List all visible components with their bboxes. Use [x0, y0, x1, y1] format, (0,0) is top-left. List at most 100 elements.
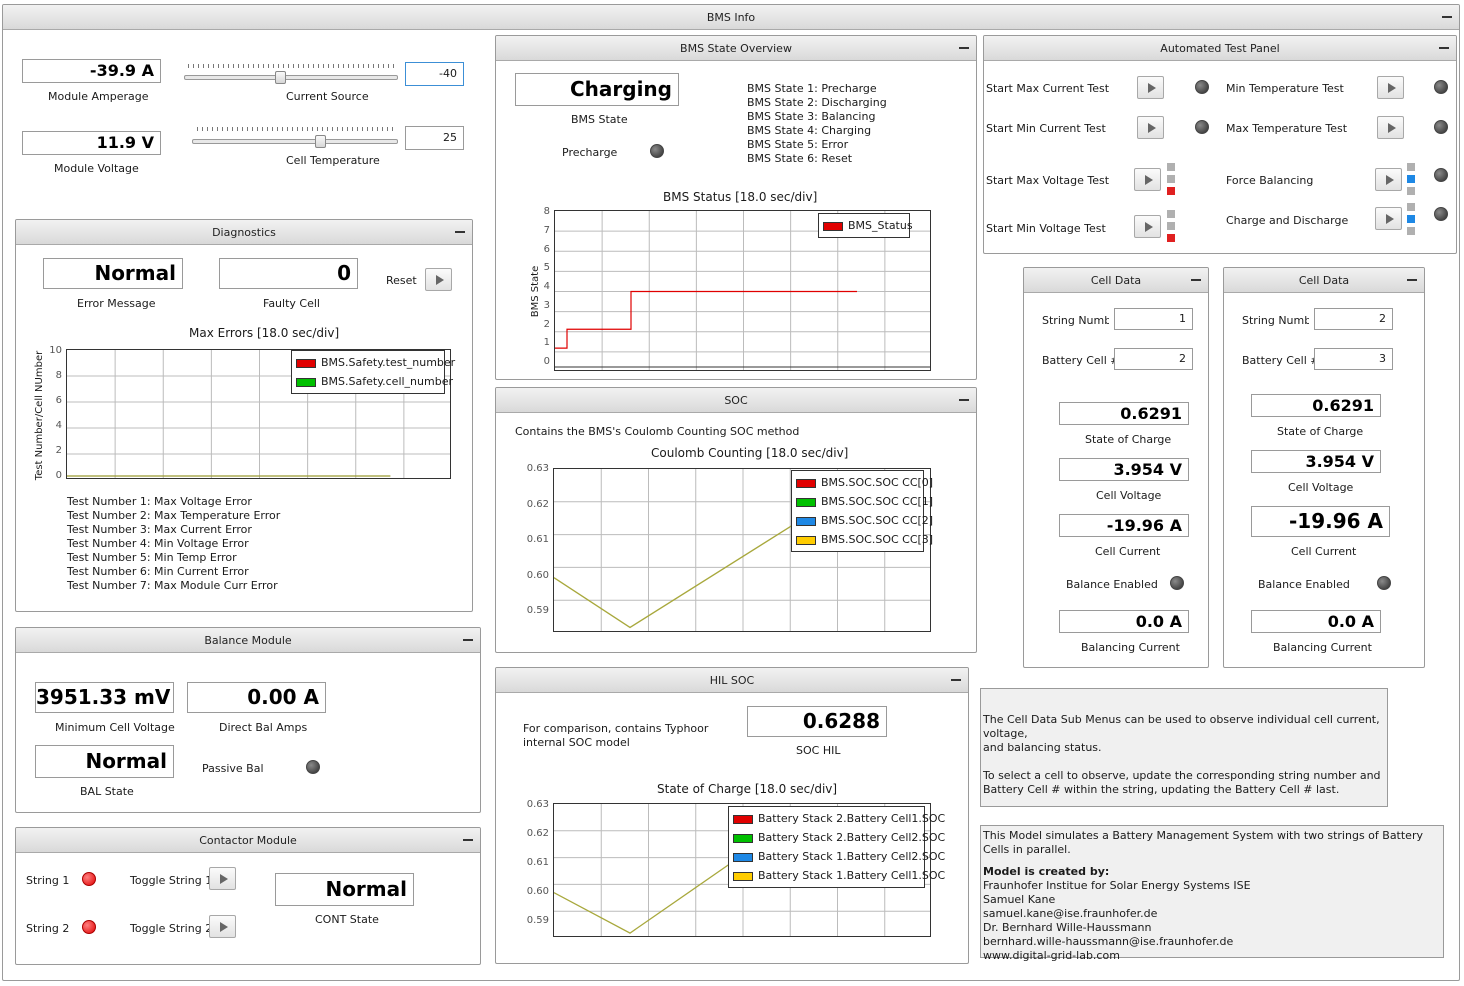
- battery-cell-label: Battery Cell #: [1242, 354, 1320, 367]
- bms-state-label: BMS State: [571, 113, 628, 126]
- automated-test-panel-title: Automated Test Panel: [984, 36, 1456, 61]
- bms-state-item: BMS State 2: Discharging: [747, 96, 887, 109]
- cell-temperature-slider[interactable]: [192, 139, 398, 144]
- cell-data-title: Cell Data: [1024, 268, 1208, 293]
- help-line: [983, 755, 1385, 769]
- minimize-icon[interactable]: [959, 47, 969, 49]
- start-max-voltage-test-button[interactable]: [1134, 168, 1161, 191]
- y-tick-label: 3: [543, 299, 550, 311]
- y-tick-label: 10: [49, 345, 62, 356]
- legend-swatch: [796, 516, 816, 526]
- legend-text: BMS.SOC.SOC CC[2]: [821, 514, 934, 527]
- current-source-thumb[interactable]: [275, 71, 287, 84]
- balancing-current-display: 0.0 A: [1251, 610, 1381, 633]
- cell-temperature-input[interactable]: 25: [405, 126, 464, 150]
- y-tick-label: 0.62: [526, 498, 549, 510]
- status-square: [1167, 234, 1175, 242]
- faulty-cell-display: 0: [219, 258, 358, 289]
- current-source-slider[interactable]: [184, 75, 398, 80]
- balance-enabled-led: [1170, 576, 1184, 590]
- current-source-input[interactable]: -40: [405, 62, 464, 86]
- direct-bal-amps-display: 0.00 A: [187, 682, 326, 713]
- y-tick-label: 0: [543, 356, 550, 367]
- y-tick-label: 4: [55, 420, 62, 431]
- toggle-string1-button[interactable]: [209, 867, 236, 890]
- string1-led: [82, 872, 96, 886]
- start-min-current-test-label: Start Min Current Test: [986, 122, 1106, 135]
- error-message-display: Normal: [43, 258, 183, 289]
- string-number-input[interactable]: 2: [1314, 308, 1393, 330]
- created-by-heading: Model is created by:: [983, 865, 1110, 878]
- legend-text: Battery Stack 1.Battery Cell2.SOC: [758, 850, 946, 863]
- start-max-current-test-button[interactable]: [1137, 76, 1164, 99]
- cell-temperature-thumb[interactable]: [314, 135, 326, 148]
- minimize-icon[interactable]: [951, 679, 961, 681]
- force-balancing-label: Force Balancing: [1226, 174, 1314, 187]
- bms-status-plot: [554, 210, 931, 371]
- max-errors-chart-title: Max Errors [18.0 sec/div]: [189, 326, 340, 340]
- reset-button[interactable]: [425, 268, 452, 291]
- state-of-charge-display: 0.6291: [1251, 394, 1381, 417]
- state-of-charge-chart-title: State of Charge [18.0 sec/div]: [657, 782, 838, 796]
- min-temperature-test-button[interactable]: [1377, 76, 1404, 99]
- force-balancing-button[interactable]: [1375, 168, 1402, 191]
- legend-item: BMS_Status: [823, 216, 913, 235]
- cont-state-label: CONT State: [315, 913, 379, 926]
- start-min-current-test-button[interactable]: [1137, 116, 1164, 139]
- battery-cell-input[interactable]: 2: [1114, 348, 1193, 370]
- minimize-icon[interactable]: [1442, 16, 1452, 18]
- minimize-icon[interactable]: [463, 639, 473, 641]
- string-number-input[interactable]: 1: [1114, 308, 1193, 330]
- string2-led: [82, 920, 96, 934]
- status-square: [1407, 227, 1415, 235]
- battery-cell-input[interactable]: 3: [1314, 348, 1393, 370]
- legend-text: Battery Stack 2.Battery Cell1.SOC: [758, 812, 946, 825]
- y-tick-label: 0: [55, 470, 62, 481]
- legend-item: Battery Stack 2.Battery Cell2.SOC: [733, 828, 945, 847]
- cell-data-title: Cell Data: [1224, 268, 1424, 293]
- test-number-item: Test Number 1: Max Voltage Error: [67, 495, 252, 508]
- charge-and-discharge-button[interactable]: [1375, 207, 1402, 230]
- legend-item: BMS.SOC.SOC CC[2]: [796, 511, 933, 530]
- diagnostics-title: Diagnostics: [16, 220, 472, 245]
- start-min-voltage-test-label: Start Min Voltage Test: [986, 222, 1106, 235]
- y-tick-label: 0.60: [526, 569, 549, 581]
- y-tick-label: 0.59: [526, 914, 549, 926]
- toggle-string2-button[interactable]: [209, 915, 236, 938]
- series-line: [554, 523, 795, 629]
- legend-swatch: [733, 833, 753, 843]
- test-number-item: Test Number 2: Max Temperature Error: [67, 509, 281, 522]
- bms-state-item: BMS State 5: Error: [747, 138, 849, 151]
- balance-enabled-led: [1377, 576, 1391, 590]
- max-temperature-test-button[interactable]: [1377, 116, 1404, 139]
- cell-current-display: -19.96 A: [1059, 514, 1189, 537]
- balance-enabled-label: Balance Enabled: [1066, 578, 1158, 591]
- reset-label: Reset: [386, 274, 417, 287]
- minimize-icon[interactable]: [1439, 47, 1449, 49]
- module-voltage-display: 11.9 V: [22, 131, 161, 155]
- module-voltage-label: Module Voltage: [54, 162, 139, 175]
- error-message-label: Error Message: [77, 297, 156, 310]
- min-temperature-test-led: [1434, 80, 1448, 94]
- passive-bal-label: Passive Bal: [202, 762, 264, 775]
- y-tick-label: 6: [55, 395, 62, 406]
- minimize-icon[interactable]: [959, 399, 969, 401]
- precharge-led: [650, 144, 664, 158]
- start-min-voltage-test-button[interactable]: [1134, 215, 1161, 238]
- minimize-icon[interactable]: [1191, 279, 1201, 281]
- coulomb-counting-legend: BMS.SOC.SOC CC[0] BMS.SOC.SOC CC[1] BMS.SO…: [791, 470, 933, 552]
- current-source-label: Current Source: [286, 90, 369, 103]
- battery-cell-label: Battery Cell #: [1042, 354, 1120, 367]
- minimize-icon[interactable]: [463, 839, 473, 841]
- balance-module-panel: Balance Module: [15, 627, 481, 813]
- legend-swatch: [796, 478, 816, 488]
- minimize-icon[interactable]: [455, 231, 465, 233]
- status-square: [1407, 175, 1415, 183]
- state-of-charge-display: 0.6291: [1059, 402, 1189, 425]
- series-line: [555, 290, 857, 349]
- state-of-charge-label: State of Charge: [1085, 433, 1172, 446]
- legend-item: BMS.SOC.SOC CC[1]: [796, 492, 933, 511]
- status-square: [1167, 163, 1175, 171]
- minimize-icon[interactable]: [1407, 279, 1417, 281]
- cont-state-display: Normal: [275, 873, 414, 906]
